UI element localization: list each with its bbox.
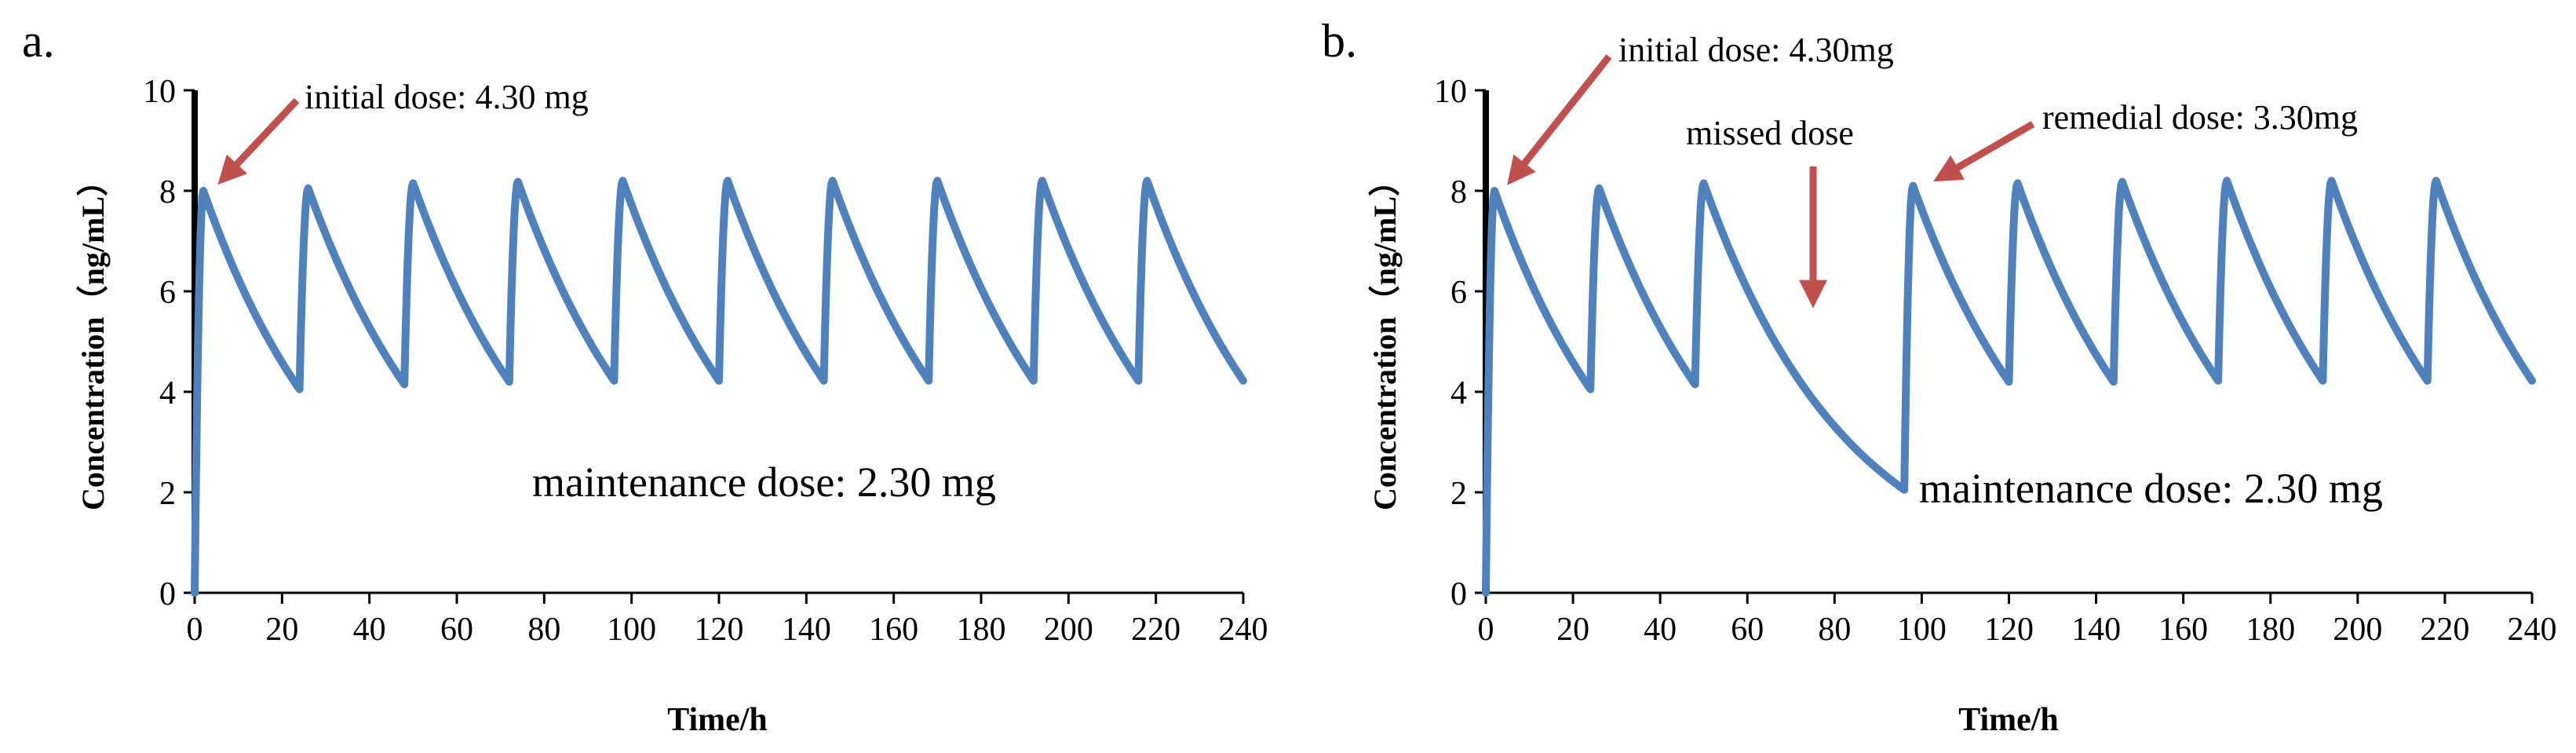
panel-a-concentration-line [191,177,1247,597]
panel-a-y-tick-label: 8 [159,174,176,210]
panel-b-x-tick-label: 60 [1731,612,1764,648]
panel-a-x-ticks: 0 20 40 60 80 100 120 140 160 180 200 220 240 [187,593,1268,648]
panel-b-remedial-dose-arrow [1933,121,2035,182]
panel-a-x-tick-label: 40 [353,612,386,648]
panel-b-initial-dose-arrow [1507,54,1612,185]
panel-b-y-tick-label: 8 [1450,174,1467,210]
panel-a-maintenance-dose-label: maintenance dose: 2.30 mg [532,459,996,506]
panel-b-y-tick-label: 4 [1450,375,1467,411]
panel-b-x-ticks: 0 20 40 60 80 100 120 140 160 180 200 220 240 [1478,593,2557,648]
panel-a-initial-dose-label: initial dose: 4.30 mg [305,78,589,116]
panel-a-y-tick-label: 2 [159,476,176,512]
panel-a-y-tick-label: 0 [159,576,176,612]
panel-b-concentration-line [1482,177,2536,597]
panel-a-y-axis-label: Concentration（ng/mL） [75,165,111,510]
panel-a-x-axis-label: Time/h [667,702,768,738]
panel-a-chart: a. Concentration（ng/mL） Time/h 0 2 4 6 8 10 0… [22,15,1268,738]
panel-a-x-tick-label: 240 [1219,612,1268,648]
panel-a-y-ticks: 0 2 4 6 8 10 [143,74,195,612]
panel-a-x-tick-label: 220 [1131,612,1180,648]
panel-b-x-tick-label: 0 [1478,612,1494,648]
panel-a-x-tick-label: 20 [265,612,298,648]
panel-a-x-tick-label: 80 [527,612,560,648]
panel-a-x-tick-label: 200 [1044,612,1093,648]
panel-a-y-tick-label: 4 [159,375,176,411]
panel-a-x-tick-label: 180 [957,612,1006,648]
panel-b-x-tick-label: 160 [2158,612,2208,648]
panel-b-x-tick-label: 180 [2246,612,2295,648]
panel-b-initial-dose-label: initial dose: 4.30mg [1618,31,1894,69]
panel-b-y-ticks: 0 2 4 6 8 10 [1434,74,1486,612]
panel-a-x-tick-label: 120 [695,612,744,648]
panel-b-y-tick-label: 10 [1434,74,1467,110]
panel-b-missed-dose-label: missed dose [1686,114,1854,152]
panel-b-label: b. [1322,15,1357,67]
panel-b-y-axis-label: Concentration（ng/mL） [1367,165,1403,510]
panel-b-x-tick-label: 140 [2071,612,2121,648]
panel-b-x-tick-label: 200 [2333,612,2382,648]
panel-b-y-tick-label: 6 [1450,275,1467,311]
panel-a-initial-dose-arrow [217,97,300,185]
panel-a-x-tick-label: 60 [440,612,473,648]
panel-b-x-tick-label: 40 [1644,612,1677,648]
panel-a-y-tick-label: 6 [159,275,176,311]
panel-a-y-tick-label: 10 [143,74,176,110]
panel-b-x-tick-label: 240 [2508,612,2557,648]
panel-a-x-tick-label: 140 [782,612,831,648]
panel-b-chart: b. Concentration（ng/mL） Time/h 0 2 4 6 8 10 0… [1322,15,2557,738]
panel-b-remedial-dose-label: remedial dose: 3.30mg [2042,98,2358,137]
panel-b-y-tick-label: 2 [1450,476,1467,512]
panel-a-label: a. [22,15,55,67]
panel-b-x-tick-label: 80 [1818,612,1851,648]
panel-b-maintenance-dose-label: maintenance dose: 2.30 mg [1919,465,2383,512]
panel-b-x-tick-label: 120 [1984,612,2034,648]
panel-a-x-tick-label: 0 [187,612,203,648]
panel-a-x-tick-label: 100 [607,612,656,648]
panel-a-x-tick-label: 160 [869,612,918,648]
panel-b-y-tick-label: 0 [1450,576,1467,612]
panel-b-x-tick-label: 220 [2420,612,2469,648]
panel-b-x-tick-label: 20 [1556,612,1589,648]
panel-b-x-axis-label: Time/h [1958,702,2059,738]
panel-b-x-tick-label: 100 [1897,612,1947,648]
